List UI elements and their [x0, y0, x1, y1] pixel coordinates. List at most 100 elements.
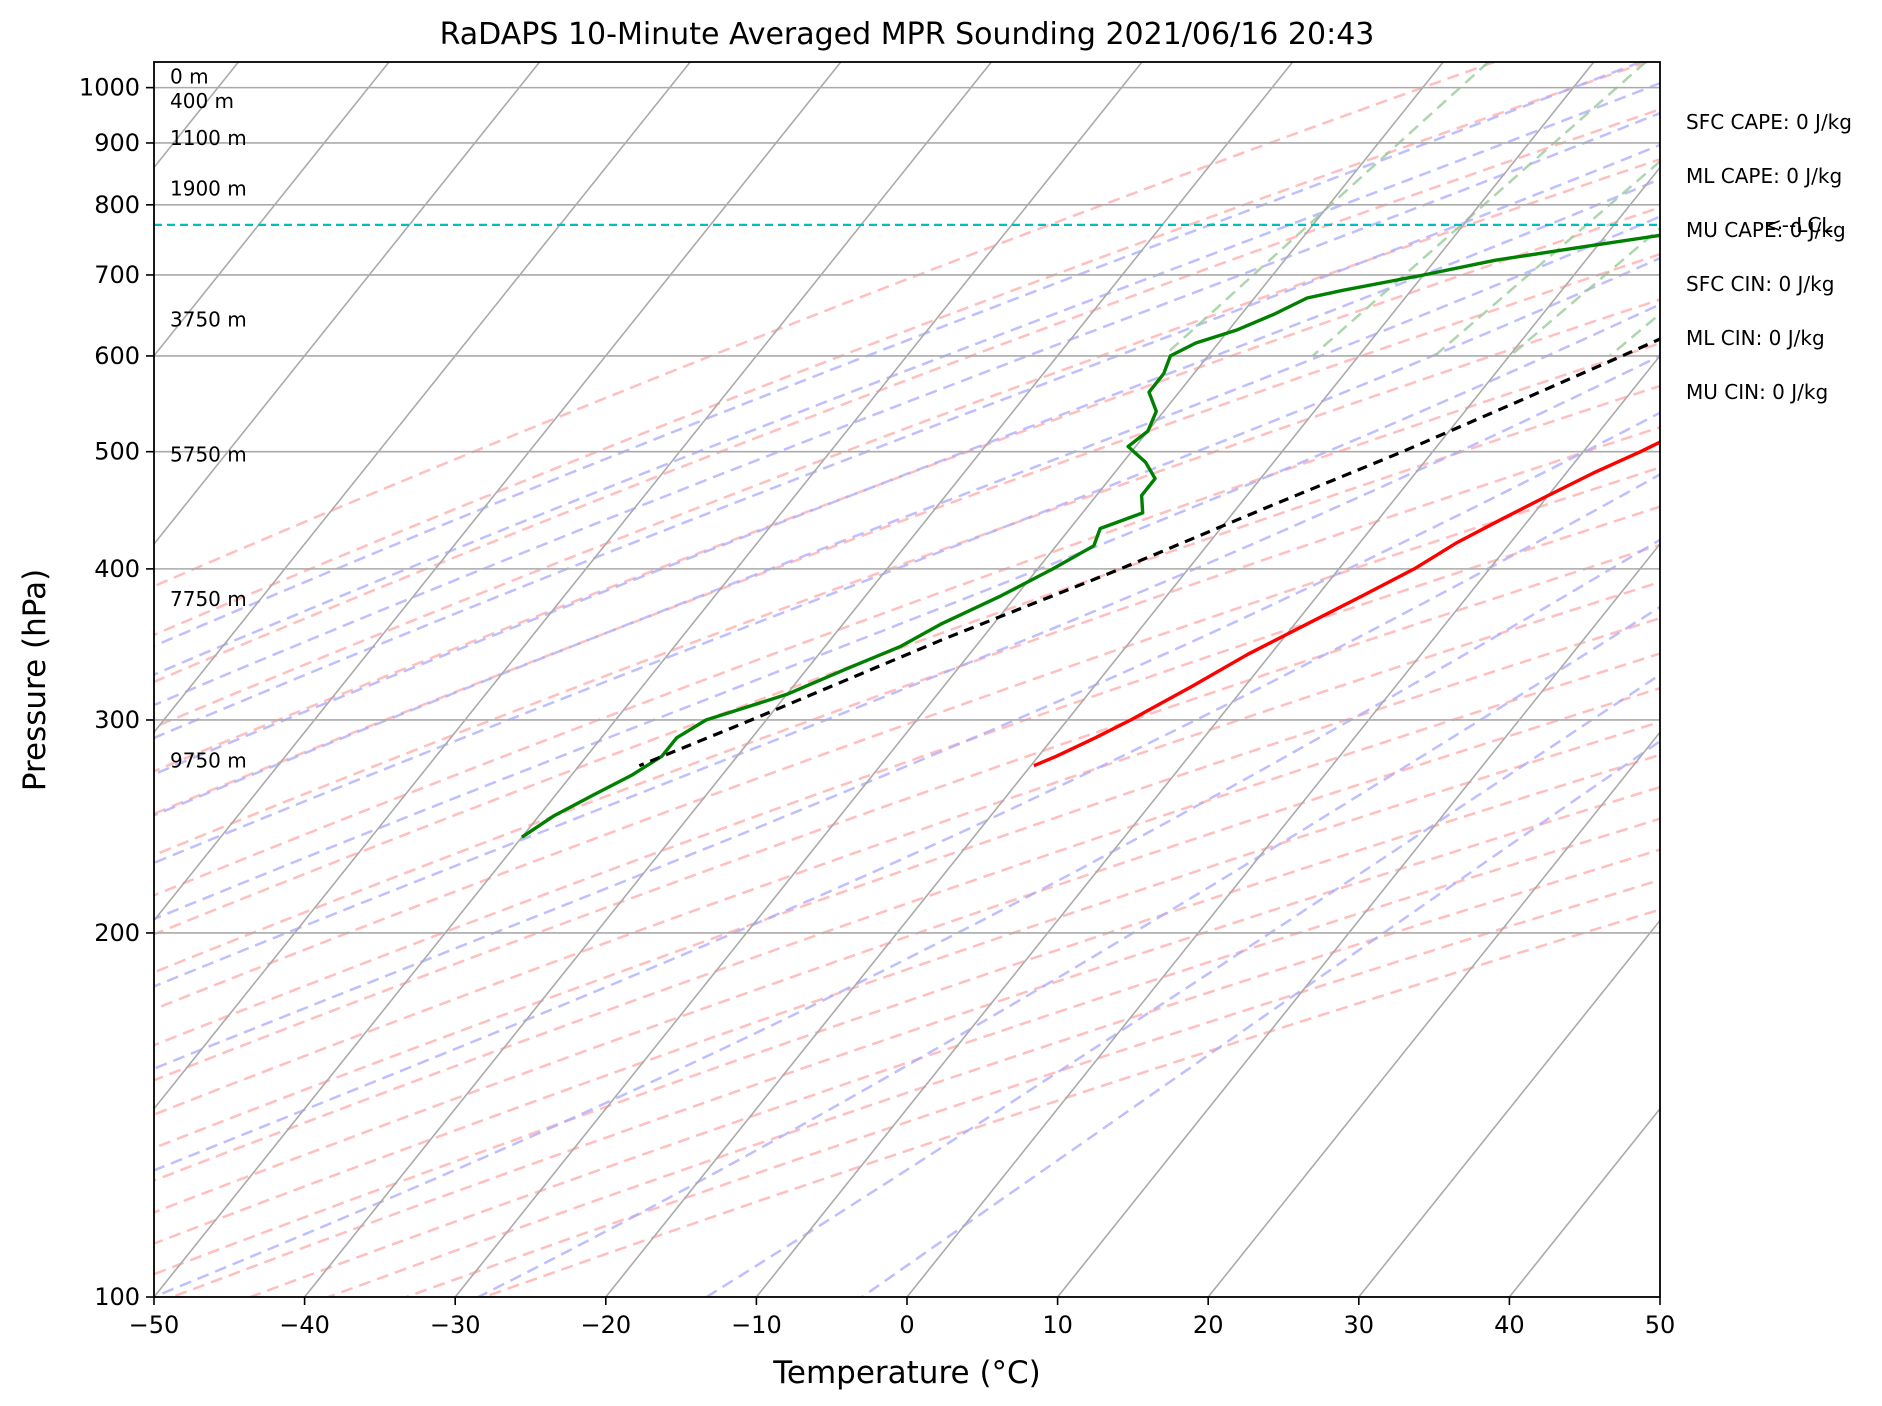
index-label: SFC CIN: 0 J/kg	[1686, 272, 1834, 296]
y-tick-label: 900	[94, 129, 140, 157]
isotherm-line	[154, 62, 541, 546]
temperature-line	[1033, 440, 1660, 768]
isotherm-line	[454, 62, 1444, 1297]
x-tick-label: −40	[279, 1311, 330, 1339]
moist-adiabat	[705, 673, 1660, 1297]
moist-adiabat	[154, 215, 1660, 817]
isotherm-line	[154, 62, 390, 358]
dry-adiabat	[154, 686, 1660, 1214]
isotherm-line	[303, 62, 1294, 1297]
mixing-ratio-line	[1433, 159, 1660, 357]
y-tick-label: 800	[94, 191, 140, 219]
isotherm-line	[154, 62, 691, 734]
moist-adiabat	[154, 256, 1660, 865]
x-tick-label: −10	[731, 1311, 782, 1339]
isotherm-line	[154, 62, 993, 1111]
y-axis: 1000 900 800 700 600 500 400 300 200 100	[79, 74, 154, 1311]
x-axis: −50 −40 −30 −20 −10 0 10 20 30 40 50	[129, 1297, 1676, 1339]
isotherm-line	[1358, 919, 1660, 1297]
chart-title: RaDAPS 10-Minute Averaged MPR Sounding 2…	[440, 17, 1375, 52]
mixing-ratio-line	[1311, 62, 1647, 357]
moist-adiabat	[154, 111, 1660, 707]
isotherm-line	[605, 62, 1595, 1297]
isotherm-line	[154, 62, 1143, 1297]
height-label: 5750 m	[170, 443, 247, 467]
dry-adiabat	[154, 616, 1660, 1150]
x-tick-label: 40	[1494, 1311, 1525, 1339]
y-tick-label: 300	[94, 706, 140, 734]
series-layer	[520, 233, 1660, 839]
moist-adiabat	[154, 411, 1660, 1071]
moist-adiabat	[154, 302, 1660, 921]
index-label: MU CIN: 0 J/kg	[1686, 380, 1828, 404]
mixing-ratio-line	[1509, 226, 1660, 357]
index-label: SFC CAPE: 0 J/kg	[1686, 110, 1852, 134]
y-tick-label: 100	[94, 1283, 140, 1311]
mixing-ratio-line	[1608, 312, 1660, 357]
x-tick-label: 50	[1645, 1311, 1676, 1339]
x-tick-label: −20	[580, 1311, 631, 1339]
mixing-ratio-line	[1706, 62, 1882, 356]
lcl-label: <--LCL	[1765, 213, 1833, 237]
dry-adiabat	[154, 108, 1660, 684]
moist-adiabat	[861, 739, 1660, 1297]
isotherm-line	[1056, 542, 1660, 1297]
dry-adiabat	[154, 543, 1660, 1082]
x-tick-label: 0	[899, 1311, 914, 1339]
dry-adiabat	[483, 908, 1660, 1297]
dry-adiabat	[154, 425, 1660, 974]
mixing-ratio-line	[1857, 62, 1882, 356]
isotherm-line	[154, 62, 842, 922]
moist-adiabat	[154, 143, 1660, 740]
moist-adiabat	[154, 354, 1660, 988]
y-tick-label: 1000	[79, 74, 140, 102]
background-lines	[154, 62, 1882, 1297]
height-label: 400 m	[170, 89, 234, 113]
dry-adiabat	[154, 341, 1660, 897]
height-label: 1100 m	[170, 126, 247, 150]
x-tick-label: 20	[1193, 1311, 1224, 1339]
pressure-gridlines	[154, 86, 1660, 1297]
height-label: 9750 m	[170, 748, 247, 772]
height-label: 0 m	[170, 65, 209, 89]
index-label: ML CIN: 0 J/kg	[1686, 326, 1825, 350]
dry-adiabat	[154, 252, 1660, 816]
dry-adiabat	[154, 753, 1660, 1276]
isotherm-line	[1207, 730, 1660, 1297]
isotherm-line	[906, 354, 1660, 1297]
isotherm-line	[1659, 1295, 1660, 1297]
y-tick-label: 500	[94, 438, 140, 466]
dry-adiabat	[327, 848, 1660, 1297]
height-label: 3750 m	[170, 307, 247, 331]
dry-adiabat	[154, 384, 1660, 936]
x-tick-label: −30	[430, 1311, 481, 1339]
y-axis-label: Pressure (hPa)	[17, 569, 53, 791]
y-tick-label: 400	[94, 555, 140, 583]
isotherm-line	[1508, 1107, 1660, 1297]
parcel-line	[638, 337, 1660, 768]
moist-adiabat	[154, 473, 1660, 1172]
dry-adiabat	[154, 62, 1648, 637]
y-tick-label: 600	[94, 342, 140, 370]
dry-adiabat	[171, 785, 1660, 1297]
dewpoint-line	[520, 233, 1660, 839]
dry-adiabat	[154, 62, 1496, 588]
y-tick-label: 700	[94, 261, 140, 289]
x-axis-label: Temperature (°C)	[772, 1355, 1041, 1391]
moist-adiabat	[154, 81, 1660, 676]
height-label: 7750 m	[170, 587, 247, 611]
index-label: ML CAPE: 0 J/kg	[1686, 164, 1842, 188]
dry-adiabat	[154, 206, 1660, 773]
mixing-ratio-line	[1793, 62, 1882, 356]
moist-adiabat	[154, 538, 1660, 1297]
x-tick-label: 10	[1042, 1311, 1073, 1339]
moist-adiabat	[154, 177, 1660, 776]
y-tick-label: 200	[94, 919, 140, 947]
isotherm-line	[755, 166, 1660, 1297]
stability-indices: SFC CAPE: 0 J/kg ML CAPE: 0 J/kg MU CAPE: …	[1686, 110, 1852, 404]
x-tick-label: 30	[1344, 1311, 1375, 1339]
x-tick-label: −50	[129, 1311, 180, 1339]
height-label: 1900 m	[170, 177, 247, 201]
